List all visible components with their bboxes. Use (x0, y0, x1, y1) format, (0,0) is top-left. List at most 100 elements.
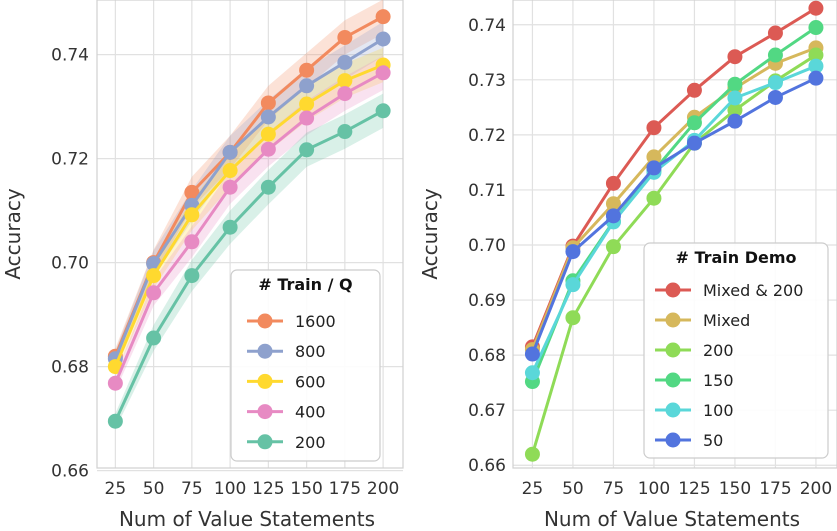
right-line-mixed-200 (531, 6, 817, 348)
right-legend-marker (665, 342, 681, 358)
right-legend-marker (665, 402, 681, 418)
right-point-100 (565, 277, 581, 293)
right-point-50 (808, 70, 824, 86)
right-y-tick-label: 0.67 (468, 401, 506, 421)
left-band-1600 (115, 0, 384, 364)
right-legend-entry-50: 50 (655, 431, 723, 450)
left-point-800 (299, 78, 315, 94)
right-point-50 (565, 244, 581, 260)
right-legend-entry-mixed: Mixed (655, 311, 750, 330)
left-point-1600 (184, 184, 200, 200)
right-point-150 (767, 47, 783, 63)
right-point-50 (646, 160, 662, 176)
left-legend-entry-600: 600 (247, 372, 326, 391)
right-legend-title: # Train Demo (675, 248, 796, 267)
right-x-tick-label: 150 (719, 479, 751, 499)
right-x-tick-label: 25 (522, 479, 544, 499)
left-legend-marker (257, 373, 273, 389)
left-point-800 (337, 54, 353, 70)
left-point-400 (107, 375, 123, 391)
right-x-tick-label: 175 (759, 479, 791, 499)
right-y-tick-label: 0.69 (468, 291, 506, 311)
left-band-400 (115, 55, 384, 392)
right-x-tick-label: 75 (603, 479, 625, 499)
right-x-tick-label: 100 (638, 479, 670, 499)
right-x-tick-label: 200 (800, 479, 832, 499)
left-legend-label: 600 (295, 372, 326, 391)
left-point-800 (375, 31, 391, 47)
left-point-400 (184, 234, 200, 250)
right-point-100 (727, 90, 743, 106)
right-x-tick-label: 50 (562, 479, 584, 499)
right-legend: # Train Demo Mixed & 200 Mixed 200 150 100 50 (643, 242, 829, 459)
left-point-200 (222, 219, 238, 235)
right-legend-label: 150 (703, 371, 734, 390)
left-point-400 (299, 110, 315, 126)
left-point-600 (184, 207, 200, 223)
right-point-mixed-200 (605, 175, 621, 191)
right-point-mixed-200 (767, 25, 783, 41)
right-y-axis-label: Accuracy (418, 188, 442, 279)
left-legend-entry-1600: 1600 (247, 312, 336, 331)
right-point-100 (808, 58, 824, 74)
left-point-600 (299, 96, 315, 112)
right-point-mixed-200 (646, 120, 662, 136)
right-legend-marker (665, 282, 681, 298)
left-x-tick-label: 25 (105, 479, 127, 499)
right-point-mixed (646, 149, 662, 165)
right-legend-entry-mixed-200: Mixed & 200 (655, 281, 803, 300)
left-point-200 (184, 268, 200, 284)
right-line-150 (531, 26, 817, 383)
left-x-tick-label: 75 (181, 479, 203, 499)
left-legend-label: 1600 (295, 312, 336, 331)
right-legend-marker (665, 432, 681, 448)
left-legend-label: 400 (295, 403, 326, 422)
left-legend-entry-400: 400 (247, 403, 326, 422)
right-legend-marker (665, 372, 681, 388)
left-legend-entry-200: 200 (247, 433, 326, 452)
left-legend-marker (257, 404, 273, 420)
left-x-tick-label: 175 (329, 479, 361, 499)
left-point-400 (375, 65, 391, 81)
right-point-200 (727, 102, 743, 118)
left-point-800 (260, 109, 276, 125)
left-point-400 (146, 285, 162, 301)
right-point-50 (524, 346, 540, 362)
chart-right: 0.66 0.67 0.68 0.69 0.70 0.71 0.72 0.73 0.74 25 50… (418, 0, 837, 531)
right-legend-label: Mixed & 200 (703, 281, 803, 300)
right-legend-entry-150: 150 (655, 371, 734, 390)
right-y-tick-label: 0.74 (468, 16, 506, 36)
left-series-400 (107, 65, 391, 391)
right-point-mixed-200 (686, 82, 702, 98)
right-legend-entry-200: 200 (655, 341, 734, 360)
right-point-mixed (605, 196, 621, 212)
right-y-tick-label: 0.72 (468, 126, 506, 146)
right-line-50 (531, 76, 817, 355)
right-tick-labels: 0.66 0.67 0.68 0.69 0.70 0.71 0.72 0.73 0.74 25 50… (468, 16, 832, 499)
right-legend-label: 100 (703, 401, 734, 420)
right-x-tick-label: 125 (678, 479, 710, 499)
left-point-200 (337, 124, 353, 140)
left-band-600 (115, 47, 384, 375)
right-point-150 (808, 20, 824, 36)
left-point-200 (107, 413, 123, 429)
right-point-200 (524, 446, 540, 462)
right-point-mixed-200 (808, 0, 824, 16)
left-y-tick-label: 0.66 (51, 462, 89, 482)
left-series-200 (107, 103, 391, 429)
left-point-400 (337, 86, 353, 102)
right-legend-box (643, 242, 829, 459)
right-point-50 (605, 208, 621, 224)
right-y-tick-label: 0.68 (468, 346, 506, 366)
right-legend-label: 50 (703, 431, 723, 450)
left-point-600 (337, 73, 353, 89)
left-point-400 (222, 179, 238, 195)
left-point-800 (222, 144, 238, 160)
right-legend-marker (665, 312, 681, 328)
right-legend-label: Mixed (703, 311, 750, 330)
left-y-axis-label: Accuracy (1, 188, 25, 279)
left-y-tick-label: 0.74 (51, 46, 89, 66)
right-point-150 (727, 76, 743, 92)
right-y-tick-label: 0.73 (468, 71, 506, 91)
